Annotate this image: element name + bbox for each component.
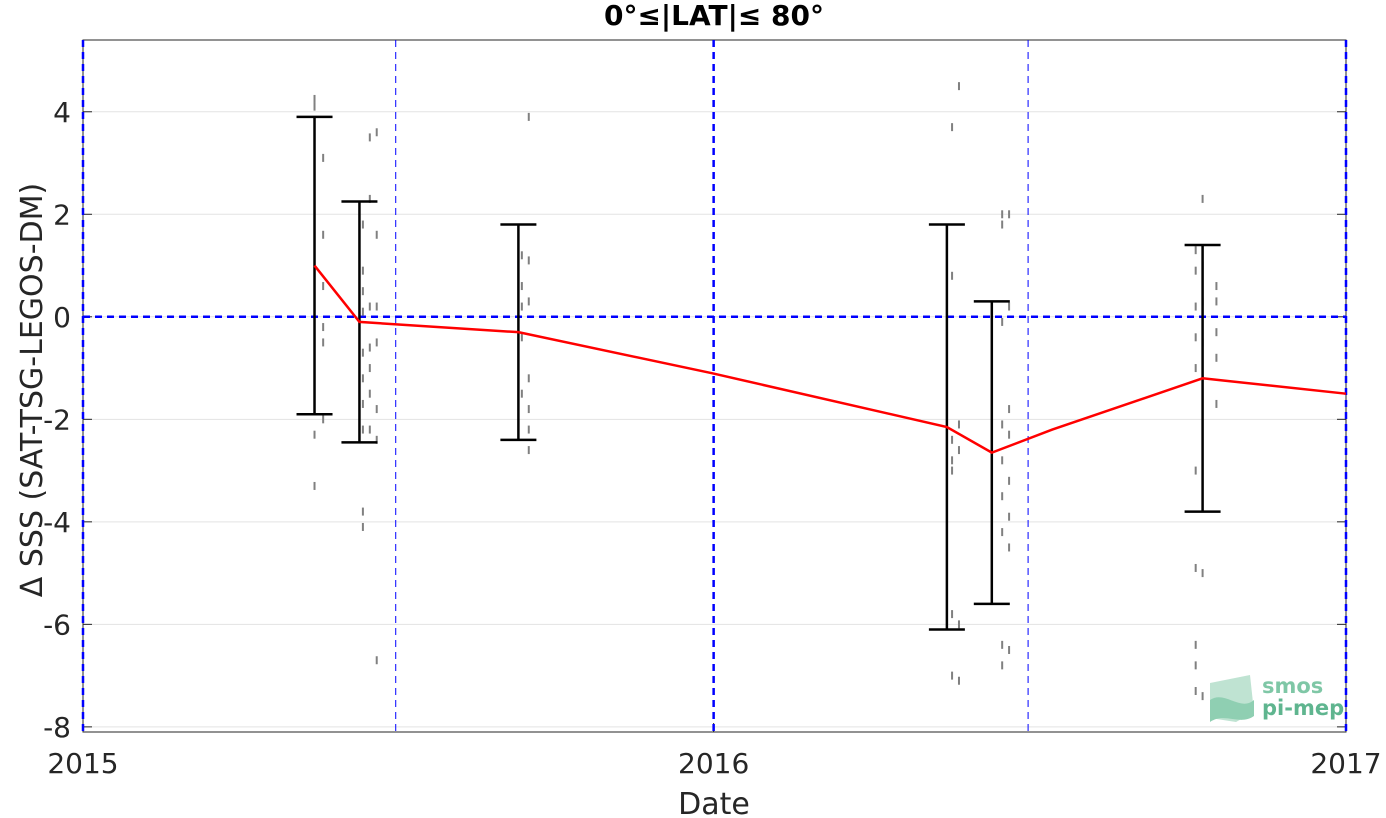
logo-wave-icon-front [1210,697,1254,722]
x-tick-label: 2017 [1310,747,1381,780]
y-tick-label: -6 [43,608,71,641]
y-tick-label: -2 [43,403,71,436]
y-axis-label: Δ SSS (SAT-TSG-LEGOS-DM) [15,183,50,597]
logo-line1: smos [1262,674,1323,698]
mean-difference-line [313,264,1347,455]
x-tick-label: 2016 [678,747,749,780]
smos-pimep-logo: smos pi-mep [1210,674,1344,722]
y-tick-label: 4 [53,96,71,129]
x-axis-label: Date [678,787,750,818]
chart-title: 0°≤|LAT|≤ 80° [604,0,824,32]
y-tick-label: 0 [53,301,71,334]
y-tick-label: -8 [43,711,71,744]
logo-line2: pi-mep [1262,696,1344,720]
y-tick-label: -4 [43,506,71,539]
y-tick-label: 2 [53,198,71,231]
x-tick-label: 2015 [47,747,118,780]
